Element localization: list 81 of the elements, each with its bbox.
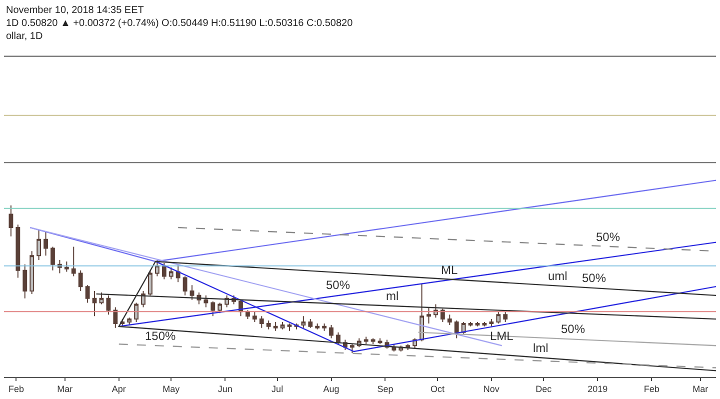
candlestick bbox=[329, 324, 334, 339]
x-tick-label: Dec bbox=[536, 384, 552, 394]
candlestick bbox=[50, 246, 55, 271]
candlestick bbox=[113, 306, 118, 328]
candlestick bbox=[106, 294, 111, 316]
candlestick bbox=[162, 262, 166, 280]
candlestick bbox=[322, 322, 327, 332]
candlestick bbox=[378, 338, 382, 345]
candlestick bbox=[168, 266, 174, 280]
text: November 10, 2018 14:35 EET bbox=[6, 5, 144, 16]
candlestick bbox=[315, 322, 320, 330]
candlestick bbox=[204, 294, 208, 308]
candlestick bbox=[210, 300, 216, 317]
annotation: 50% bbox=[561, 322, 586, 336]
text: ollar, 1D bbox=[6, 31, 43, 42]
candlestick bbox=[218, 302, 222, 314]
candlestick bbox=[273, 322, 278, 332]
candlestick bbox=[475, 322, 480, 327]
candlestick bbox=[190, 284, 194, 300]
candlestick bbox=[259, 316, 264, 328]
candlestick bbox=[364, 336, 368, 345]
x-tick-label: Sep bbox=[377, 384, 394, 394]
candlestick bbox=[99, 292, 104, 305]
candlestick bbox=[22, 264, 28, 299]
x-tick-label: Jun bbox=[218, 384, 232, 394]
annotation: ML bbox=[441, 263, 458, 277]
candlestick bbox=[134, 302, 139, 322]
candlestick bbox=[454, 320, 459, 339]
candlestick bbox=[92, 290, 97, 317]
x-tick-label: Nov bbox=[483, 384, 500, 394]
candlestick bbox=[287, 322, 292, 332]
candlestick bbox=[308, 318, 313, 328]
candlestick bbox=[468, 322, 473, 327]
candlestick bbox=[370, 338, 376, 345]
candlestick bbox=[64, 260, 69, 272]
annotation: 50% bbox=[582, 271, 606, 285]
annotation: 150% bbox=[145, 329, 176, 343]
annotation: 50% bbox=[596, 230, 620, 244]
x-tick-label: 2019 bbox=[588, 384, 608, 394]
candlestick bbox=[154, 260, 160, 277]
x-tick-label: Feb bbox=[644, 384, 660, 394]
candlestick bbox=[148, 270, 152, 296]
candlestick bbox=[301, 316, 306, 328]
x-tick-label: May bbox=[162, 384, 180, 394]
candlestick bbox=[71, 246, 76, 277]
x-tick-label: Jul bbox=[272, 384, 284, 394]
candlestick bbox=[447, 314, 452, 326]
annotation: LML bbox=[490, 329, 514, 343]
candlestick bbox=[503, 311, 508, 322]
annotation: 50% bbox=[326, 278, 350, 292]
candlestick bbox=[141, 290, 146, 308]
candlestick bbox=[127, 317, 132, 326]
candlestick bbox=[16, 224, 20, 278]
candlestick bbox=[406, 344, 410, 351]
x-tick-label: Feb bbox=[8, 384, 24, 394]
candlestick bbox=[426, 306, 431, 324]
text: 1D 0.50820 ▲ +0.00372 (+0.74%) O:0.50449 H:0.51190 L:0.50316 C:0.50820 bbox=[6, 18, 354, 29]
annotation: uml bbox=[548, 269, 568, 283]
candlestick bbox=[489, 318, 494, 327]
x-tick-label: Mar bbox=[692, 384, 708, 394]
candlestick bbox=[280, 322, 285, 330]
candlestick bbox=[482, 322, 487, 327]
candlestick bbox=[44, 231, 48, 256]
candlestick bbox=[176, 264, 180, 283]
annotation: lml bbox=[533, 341, 548, 355]
candlestick bbox=[30, 250, 34, 294]
candlestick bbox=[36, 230, 42, 260]
candlestick bbox=[496, 311, 501, 324]
annotation: ml bbox=[386, 289, 399, 303]
x-tick-label: Mar bbox=[57, 384, 73, 394]
candlestick bbox=[440, 308, 445, 322]
candlestick bbox=[8, 204, 14, 237]
candlestick bbox=[78, 270, 83, 292]
candlestick bbox=[182, 276, 188, 296]
x-tick-label: Aug bbox=[323, 384, 340, 394]
x-tick-label: Apr bbox=[112, 384, 126, 394]
candlestick bbox=[252, 311, 257, 322]
candlestick bbox=[266, 320, 271, 330]
candlestick bbox=[350, 344, 354, 354]
x-tick-label: Oct bbox=[430, 384, 445, 394]
candlestick bbox=[85, 284, 90, 304]
